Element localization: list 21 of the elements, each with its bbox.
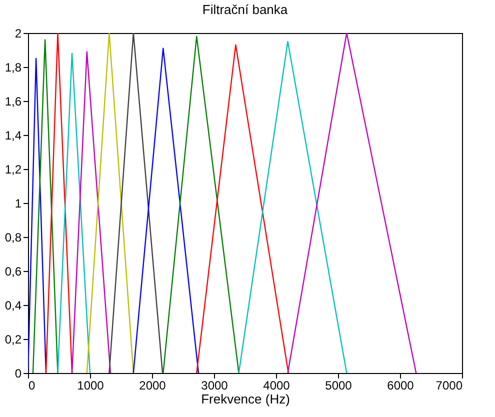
x-tick-label: 3000 (201, 378, 228, 392)
y-tick-label: 1,6 (4, 94, 22, 108)
y-tick-label: 0,8 (4, 230, 22, 244)
x-tick-label: 2000 (139, 378, 166, 392)
y-tick-label: 0,4 (4, 298, 22, 312)
x-tick-label: 5000 (325, 378, 352, 392)
y-tick-label: 1,2 (4, 162, 22, 176)
chart-title: Filtrační banka (202, 2, 288, 17)
x-tick-label: 4000 (263, 378, 290, 392)
y-tick-label: 1 (14, 196, 22, 210)
y-tick-label: 0 (14, 366, 22, 380)
x-axis-title: Frekvence (Hz) (201, 392, 290, 406)
y-tick-label: 1,8 (4, 60, 22, 74)
x-tick-label: 1000 (77, 378, 104, 392)
x-tick-label: 6000 (387, 378, 414, 392)
y-tick-label: 0,2 (4, 332, 22, 346)
y-tick-label: 1,4 (4, 128, 22, 142)
y-tick-label: 2 (14, 26, 22, 40)
x-tick-label: 7000 (436, 378, 463, 392)
x-tick-label: 0 (28, 378, 36, 392)
y-tick-label: 0,6 (4, 264, 22, 278)
